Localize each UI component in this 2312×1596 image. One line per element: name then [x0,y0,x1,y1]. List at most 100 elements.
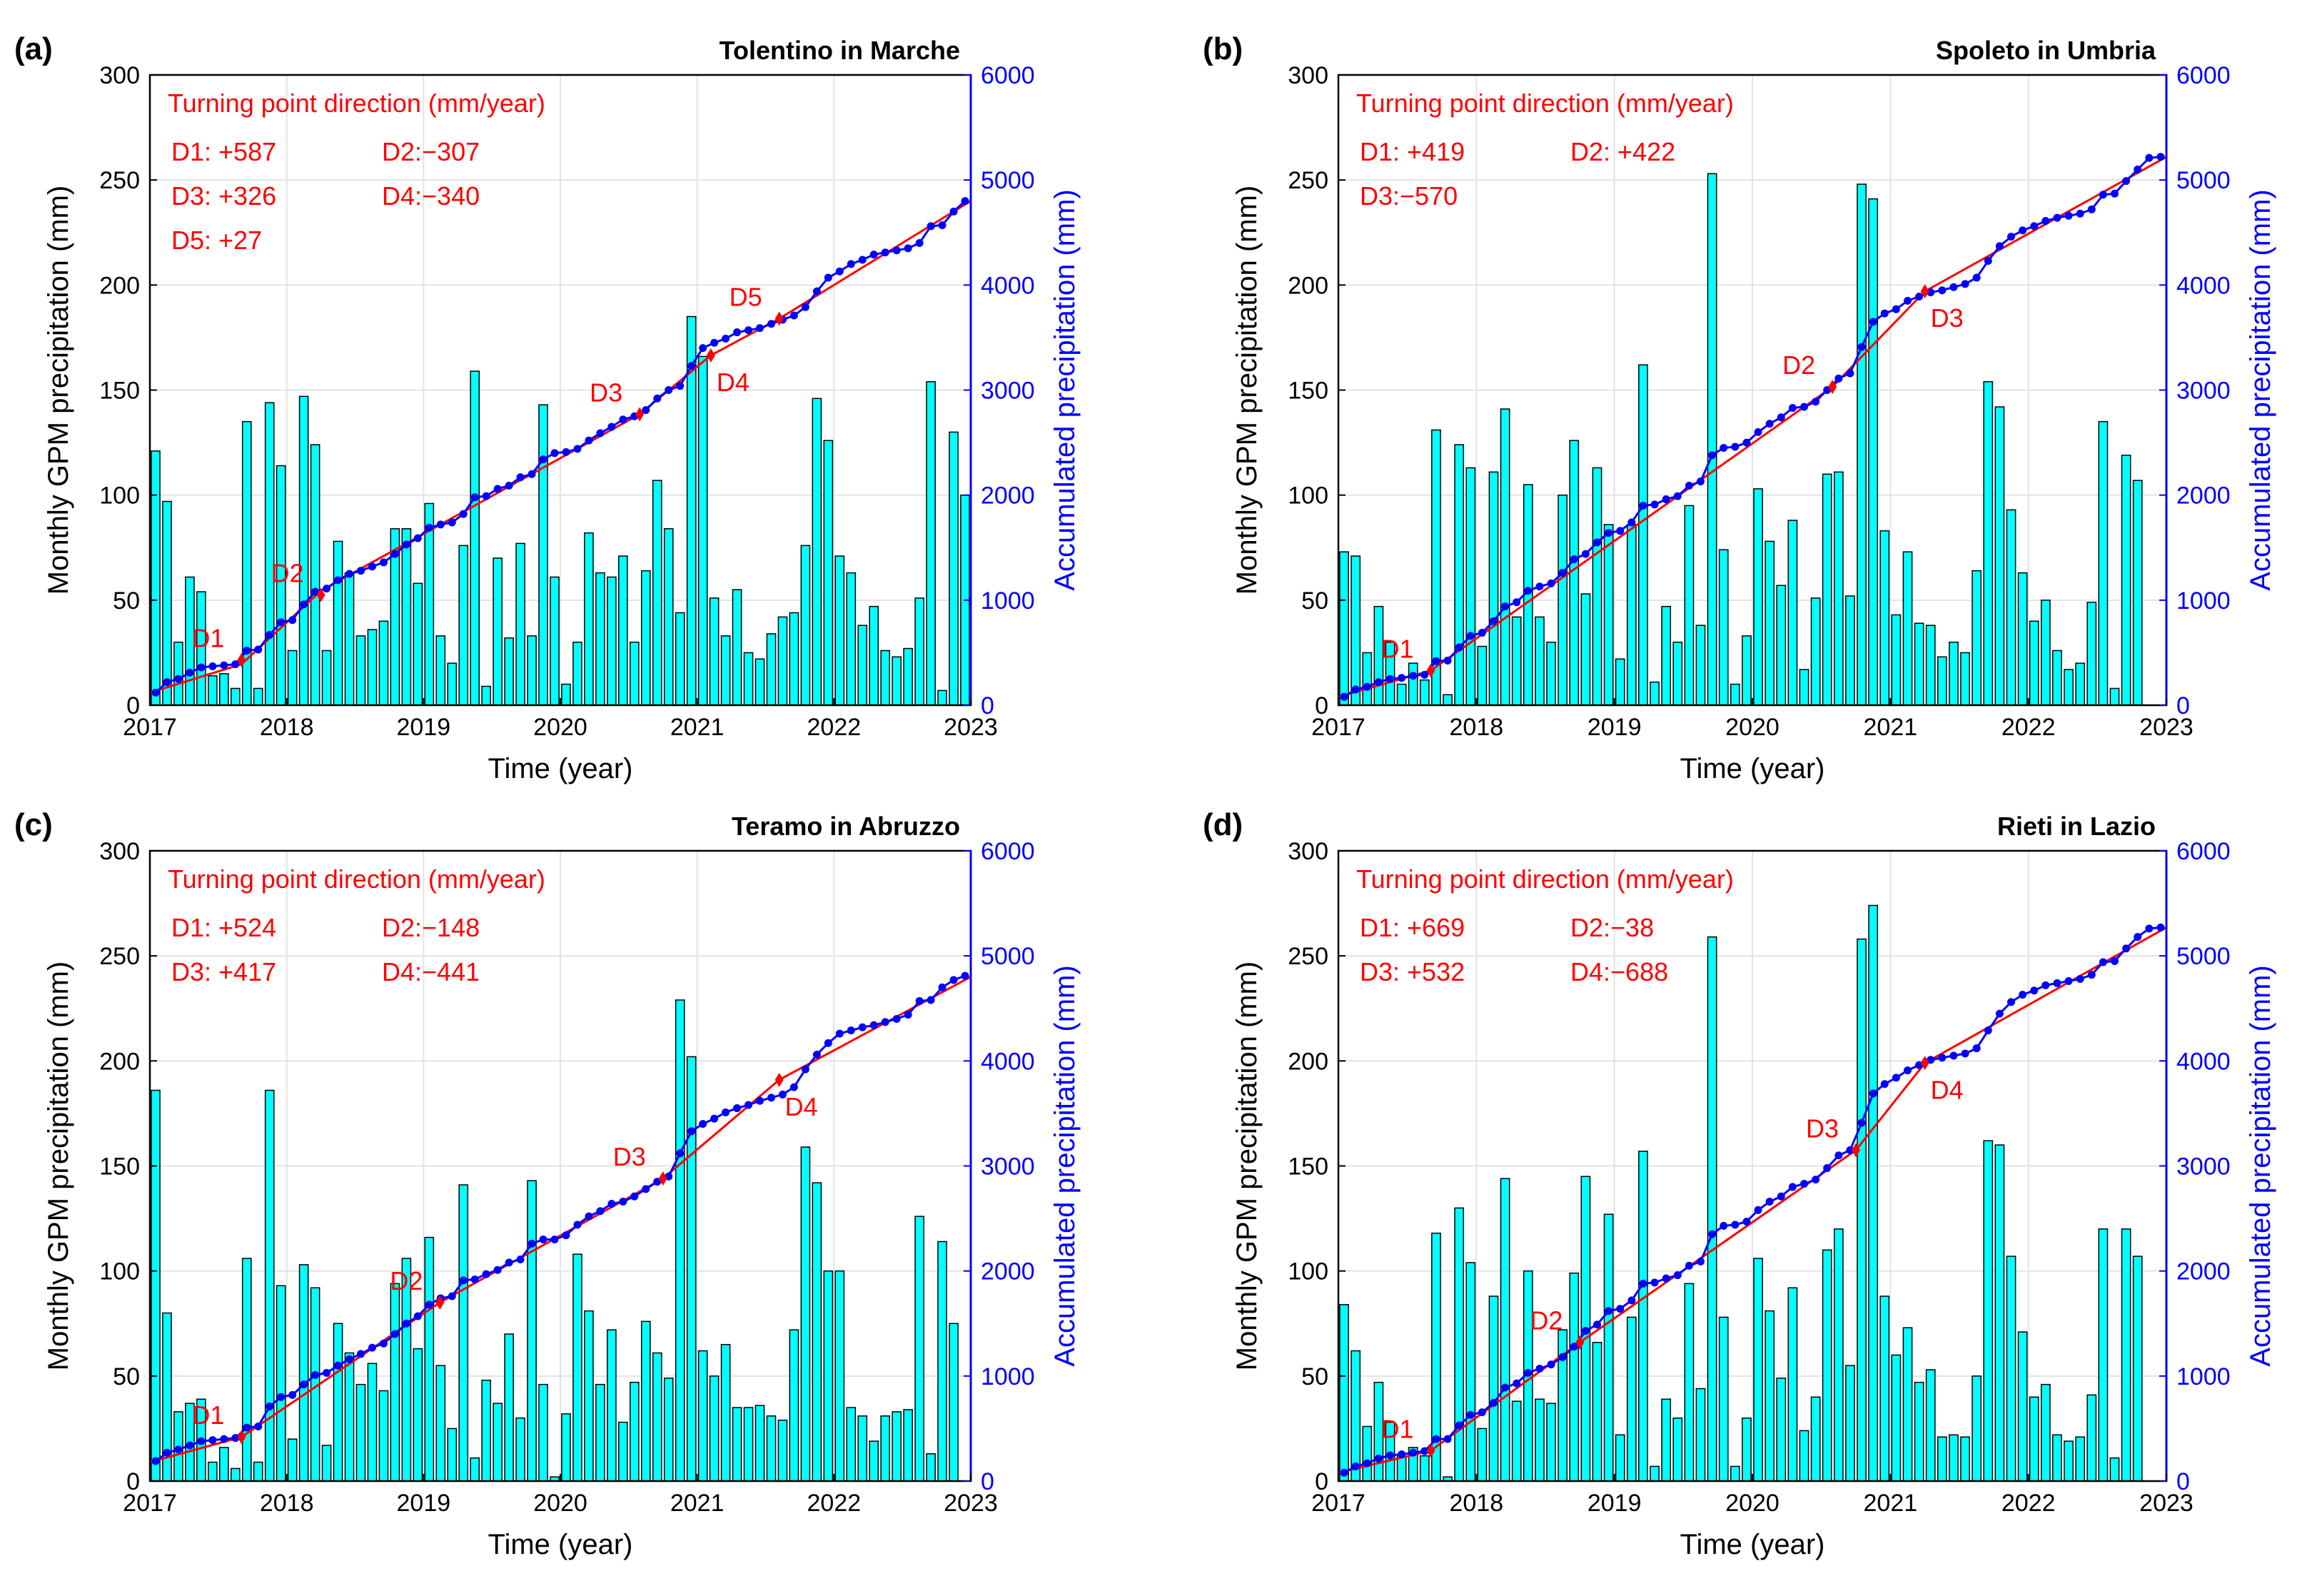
accumulated-point [379,558,388,567]
accumulated-point [1697,478,1705,486]
monthly-bar [1615,1434,1625,1482]
accumulated-point [2156,923,2165,931]
x-tick-label: 2017 [1311,1490,1366,1517]
accumulated-point [881,248,889,257]
monthly-bar [504,637,514,706]
y-tick-label: 100 [1288,483,1328,510]
monthly-bar [1362,652,1373,706]
turning-point-marker [774,1072,784,1087]
y-tick-label: 250 [1288,943,1328,970]
accumulated-point [824,273,832,282]
monthly-bar [355,1383,366,1482]
monthly-bar [1351,1350,1361,1482]
monthly-bar [447,1428,458,1482]
turning-point-marker [1852,1143,1860,1158]
monthly-bar [1396,683,1407,706]
monthly-bar [903,647,913,706]
accumulated-point [619,415,627,424]
accumulated-point [710,338,719,347]
y-tick-label: 50 [1301,1363,1328,1390]
accumulated-point [1363,1459,1371,1468]
accumulated-point [311,587,320,596]
monthly-bar [470,1457,480,1482]
accumulated-point [323,1368,331,1377]
monthly-bar [663,528,674,706]
accumulated-point [665,386,673,394]
monthly-bar [1603,1213,1614,1482]
monthly-bar [1983,1140,1994,1482]
accumulated-point [1892,305,1900,313]
accumulated-point [1570,1343,1578,1351]
accumulated-point [1513,598,1521,607]
accumulated-point [2122,177,2131,186]
monthly-bar [458,1184,469,1482]
x-tick-label: 2019 [1587,1490,1642,1517]
monthly-bar [1477,645,1488,706]
accumulated-point [1374,678,1383,687]
y-tick-label: 250 [99,943,140,970]
monthly-bar [630,641,640,706]
accumulated-point [527,1239,536,1248]
accumulated-point [573,445,582,453]
monthly-bar [584,532,594,706]
x-tick-label: 2017 [123,1490,177,1517]
monthly-bar [1937,1436,1947,1482]
direction-label: D4:−340 [382,181,480,211]
panel-label: (d) [1203,807,1243,842]
x-tick-label: 2018 [1450,714,1504,741]
accumulated-point [345,570,354,578]
accumulated-point [1765,420,1774,428]
accumulated-point [642,405,650,414]
monthly-bar [595,572,605,706]
accumulated-point [869,1021,878,1029]
monthly-bar [298,395,309,706]
accumulated-point [1363,682,1371,691]
turning-point-marker [1575,1335,1585,1350]
monthly-bar [1868,904,1879,1482]
monthly-bar [401,528,412,706]
y-tick-label: 150 [99,378,140,405]
accumulated-point [2087,971,2096,979]
monthly-bar [1569,1272,1580,1482]
monthly-bar [823,1270,834,1482]
accumulated-point [186,1441,194,1450]
accumulated-point [847,260,855,268]
monthly-bar [732,589,742,706]
monthly-bar [2006,1256,2016,1482]
monthly-bar [276,1285,286,1482]
monthly-bar [538,1383,548,1482]
accumulated-point [266,1403,274,1411]
monthly-bar [812,1182,822,1482]
monthly-bar [1558,494,1568,706]
monthly-bar [880,1415,891,1482]
accumulated-point [1880,1080,1889,1089]
accumulated-point [288,1390,297,1399]
monthly-bar [2029,620,2039,706]
monthly-bar [846,572,857,706]
y-right-tick-label: 5000 [2176,943,2231,970]
monthly-bar [1994,1144,2005,1482]
monthly-bar [538,404,548,706]
accumulated-point [1627,1296,1636,1305]
turning-point-label: D4 [717,368,749,397]
accumulated-point [425,1300,433,1309]
x-tick-label: 2023 [944,714,998,741]
monthly-bar [1454,444,1465,706]
y-tick-label: 0 [126,1468,140,1495]
chart-panel-2: D1D2D30501001502002503000100020003000400… [1203,31,2276,784]
monthly-bar [1500,408,1510,706]
y-right-axis-label: Accumulated precipitation (mm) [2245,189,2276,590]
accumulated-point [1708,451,1717,460]
accumulated-point [1639,501,1647,510]
panel-label: (c) [14,807,53,842]
accumulated-point [1398,1450,1406,1458]
y-tick-label: 300 [1288,62,1328,89]
monthly-bar [949,1323,959,1482]
monthly-bar [1454,1207,1465,1482]
accumulated-point [733,328,742,337]
y-right-tick-label: 3000 [981,378,1035,405]
monthly-bar [1592,1341,1602,1482]
accumulated-point [858,256,867,264]
turning-point-marker [1920,284,1929,299]
accumulated-point [801,303,809,311]
